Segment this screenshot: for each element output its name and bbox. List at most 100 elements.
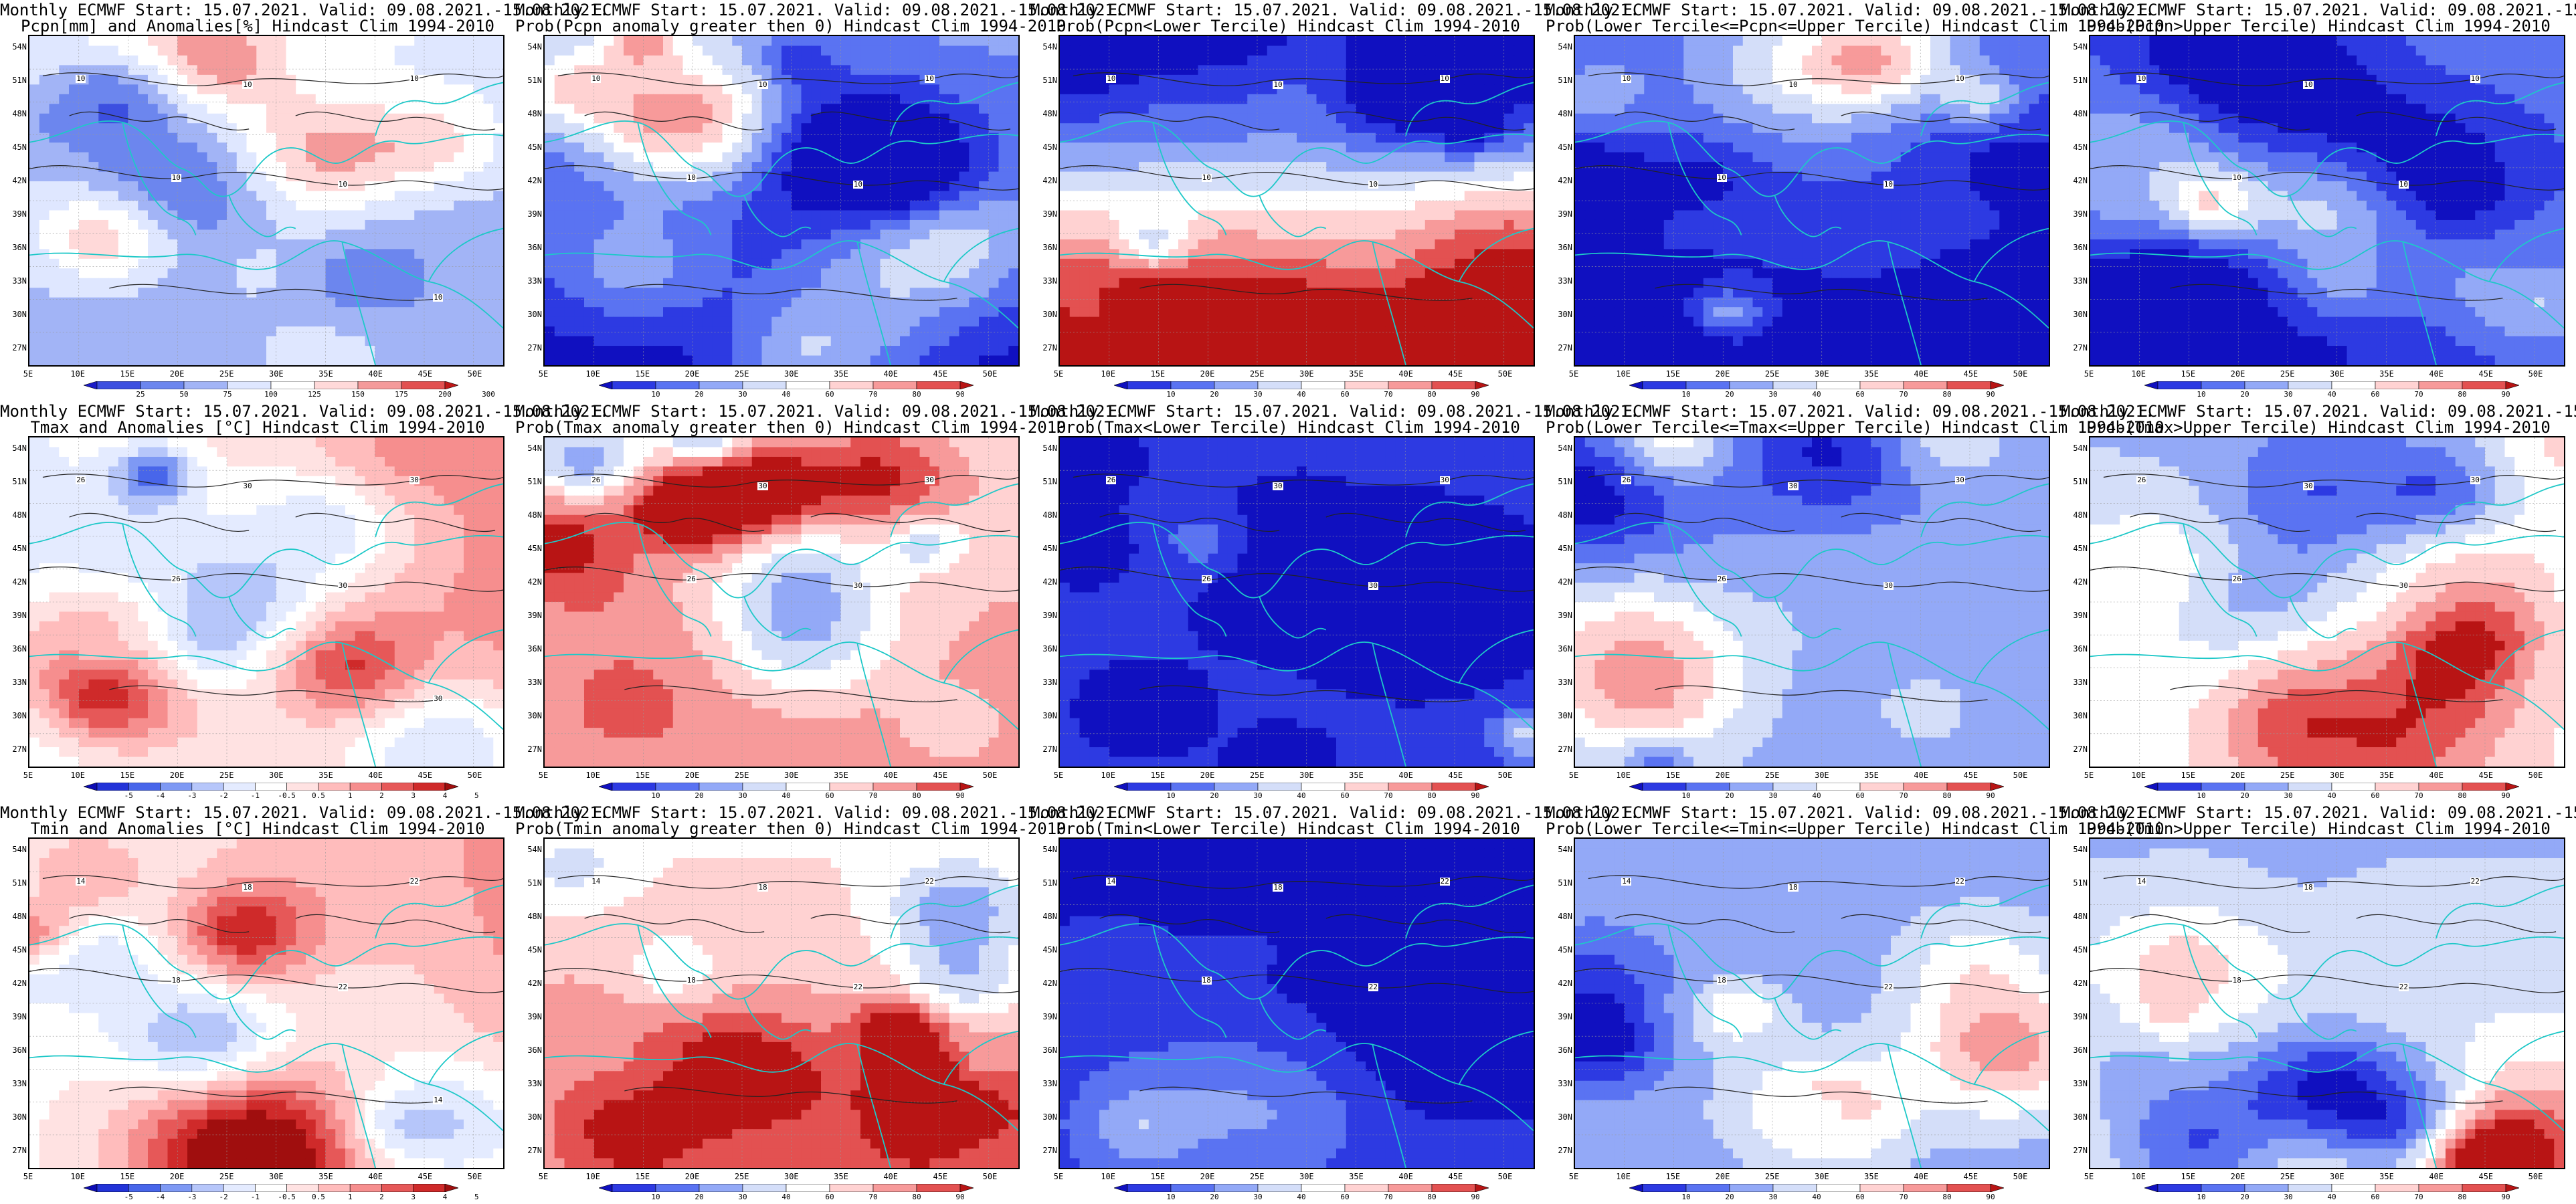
lat-tick-label: 33N bbox=[1042, 678, 1057, 686]
colorbar-swatch bbox=[1859, 1184, 1904, 1192]
map-panel: Monthly ECMWF Start: 15.07.2021. Valid: … bbox=[0, 803, 609, 1204]
lon-tick-label: 25E bbox=[2280, 771, 2295, 780]
lon-tick-label: 45E bbox=[1448, 369, 1463, 379]
colorbar-label: 80 bbox=[912, 791, 921, 800]
colorbar-label: 2 bbox=[379, 791, 384, 800]
colorbar-swatch bbox=[1388, 783, 1433, 791]
lat-tick-label: 45N bbox=[12, 946, 27, 954]
contour-label: 30 bbox=[1439, 476, 1450, 484]
lon-tick-label: 25E bbox=[219, 771, 234, 780]
lat-tick-label: 54N bbox=[12, 43, 27, 51]
colorbar-swatch bbox=[2375, 783, 2419, 791]
colorbar-swatch bbox=[318, 783, 351, 791]
lon-tick-label: 15E bbox=[635, 369, 650, 379]
map-frame bbox=[543, 837, 1020, 1169]
contour-label: 30 bbox=[1788, 482, 1799, 491]
colorbar-label: 40 bbox=[1812, 390, 1821, 399]
lat-tick-label: 27N bbox=[527, 344, 542, 352]
contour-label: 10 bbox=[242, 81, 253, 90]
lat-tick-label: 48N bbox=[1042, 110, 1057, 118]
colorbar-swatch bbox=[1816, 783, 1861, 791]
colorbar-swatch bbox=[2375, 381, 2419, 389]
contour-label: 10 bbox=[1788, 81, 1799, 90]
contour-label: 18 bbox=[1273, 884, 1283, 892]
lon-tick-label: 40E bbox=[368, 369, 383, 379]
contour-label: 30 bbox=[757, 482, 768, 491]
map-panel: Monthly ECMWF Start: 15.07.2021. Valid: … bbox=[1546, 401, 2165, 803]
colorbar-label: 90 bbox=[1986, 1193, 1995, 1201]
map-canvas bbox=[2090, 36, 2564, 365]
colorbar-swatch bbox=[1859, 381, 1904, 389]
lat-tick-label: 33N bbox=[527, 1080, 542, 1088]
colorbar-swatch bbox=[612, 783, 656, 791]
colorbar-swatch bbox=[160, 783, 193, 791]
lon-tick-label: 10E bbox=[70, 771, 85, 780]
lon-tick-label: 25E bbox=[2280, 369, 2295, 379]
lon-tick-label: 10E bbox=[585, 369, 600, 379]
map-frame bbox=[2089, 837, 2565, 1169]
colorbar-swatch bbox=[1772, 1184, 1817, 1192]
contour-label: 26 bbox=[591, 476, 602, 484]
lon-tick-label: 30E bbox=[1299, 369, 1314, 379]
colorbar-label: -2 bbox=[219, 791, 227, 800]
lon-tick-label: 35E bbox=[1349, 1172, 1364, 1181]
colorbar-swatch bbox=[413, 1184, 446, 1192]
panel-header: Monthly ECMWF Start: 15.07.2021. Valid: … bbox=[515, 1, 1124, 19]
contour-label: 10 bbox=[1368, 181, 1379, 189]
colorbar-label: 60 bbox=[2371, 1193, 2379, 1201]
colorbar-swatch bbox=[1301, 1184, 1346, 1192]
contour-label: 10 bbox=[852, 181, 864, 189]
colorbar-label: 40 bbox=[2327, 1193, 2336, 1201]
colorbar-swatch bbox=[742, 381, 787, 389]
lon-tick-label: 40E bbox=[368, 771, 383, 780]
colorbar-label: 60 bbox=[825, 791, 834, 800]
colorbar-label: 30 bbox=[2284, 1193, 2292, 1201]
lon-tick-label: 20E bbox=[1716, 771, 1730, 780]
lon-tick-label: 30E bbox=[269, 369, 284, 379]
colorbar-swatches bbox=[1114, 783, 1489, 791]
latitude-axis: 54N 51N 48N 45N 42N 39N 36N 33N 30N 27N bbox=[1036, 436, 1059, 768]
lon-tick-label: 10E bbox=[2131, 771, 2146, 780]
contour-label: 30 bbox=[2303, 482, 2314, 491]
panel-title: Prob(Tmin>Upper Tercile) Hindcast Clim 1… bbox=[2061, 820, 2576, 837]
lat-tick-label: 48N bbox=[12, 511, 27, 519]
colorbar-label: 70 bbox=[1899, 791, 1908, 800]
lon-tick-label: 5E bbox=[2084, 369, 2094, 379]
colorbar-label: 10 bbox=[2197, 1193, 2205, 1201]
lon-tick-label: 20E bbox=[1716, 1172, 1730, 1181]
contour-label: 22 bbox=[2470, 877, 2480, 886]
colorbar-label: 60 bbox=[2371, 390, 2379, 399]
latitude-axis: 54N 51N 48N 45N 42N 39N 36N 33N 30N 27N bbox=[1036, 837, 1059, 1169]
lon-tick-label: 5E bbox=[23, 771, 33, 780]
colorbar-swatch bbox=[2331, 783, 2376, 791]
colorbar-label: -3 bbox=[187, 791, 196, 800]
colorbar-label: 70 bbox=[868, 1193, 877, 1201]
lat-tick-label: 54N bbox=[1558, 845, 1572, 854]
lat-tick-label: 39N bbox=[1558, 611, 1572, 619]
colorbar-swatch bbox=[1642, 1184, 1687, 1192]
colorbar-label: 10 bbox=[651, 1193, 660, 1201]
lat-tick-label: 42N bbox=[1042, 177, 1057, 185]
lon-tick-label: 10E bbox=[1101, 369, 1115, 379]
colorbar-label: 30 bbox=[1768, 791, 1777, 800]
colorbar-swatch bbox=[413, 783, 446, 791]
lon-tick-label: 5E bbox=[1054, 771, 1063, 780]
map-canvas bbox=[29, 839, 503, 1168]
colorbar: 10 20 30 40 60 70 80 90 bbox=[1114, 783, 1489, 801]
lat-tick-label: 42N bbox=[12, 578, 27, 586]
contour-label: 22 bbox=[924, 877, 935, 886]
lon-tick-label: 45E bbox=[1448, 1172, 1463, 1181]
colorbar-label: 20 bbox=[695, 791, 703, 800]
colorbar-swatch bbox=[1344, 783, 1389, 791]
lon-tick-label: 35E bbox=[834, 771, 848, 780]
colorbar-label: 80 bbox=[1942, 390, 1951, 399]
lat-tick-label: 42N bbox=[527, 578, 542, 586]
contour-label: 30 bbox=[2470, 476, 2480, 484]
colorbar-swatch bbox=[1301, 783, 1346, 791]
panel-header: Monthly ECMWF Start: 15.07.2021. Valid: … bbox=[1546, 403, 2154, 420]
lon-tick-label: 20E bbox=[1716, 369, 1730, 379]
panel-title: Prob(Pcpn>Upper Tercile) Hindcast Clim 1… bbox=[2061, 17, 2576, 35]
colorbar-swatch bbox=[872, 1184, 917, 1192]
lon-tick-label: 35E bbox=[834, 369, 848, 379]
lat-tick-label: 54N bbox=[2073, 444, 2088, 452]
